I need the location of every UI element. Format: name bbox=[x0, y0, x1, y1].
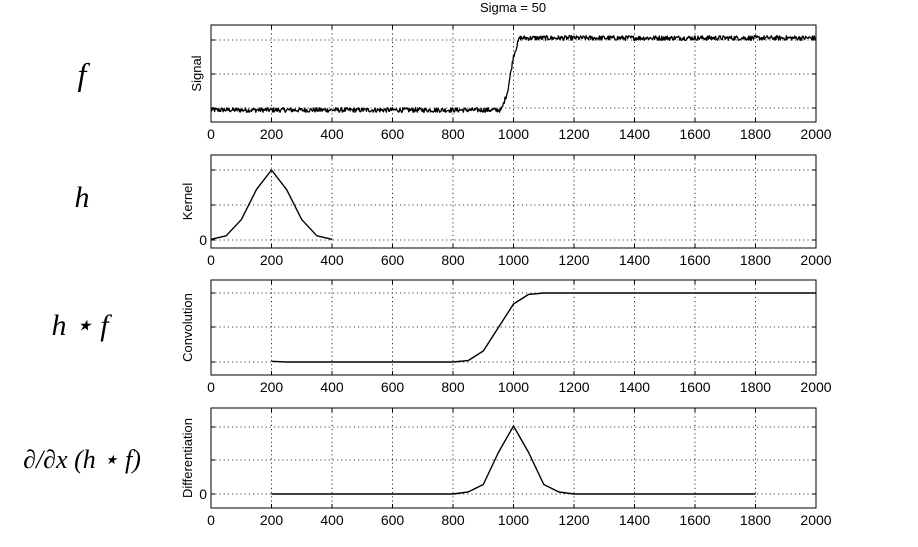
row-label-derivative: ∂/∂x (h ⋆ f) bbox=[23, 445, 141, 474]
x-tick-label: 800 bbox=[441, 379, 465, 395]
row-label-f: f bbox=[78, 56, 91, 92]
row-label-h-text: h bbox=[75, 181, 90, 214]
y-tick-label: 0 bbox=[199, 486, 207, 502]
x-tick-label: 1600 bbox=[679, 126, 710, 142]
x-tick-label: 1200 bbox=[558, 126, 589, 142]
row-label-derivative-text: ∂/∂x (h ⋆ f) bbox=[23, 445, 141, 474]
x-tick-label: 1800 bbox=[740, 379, 771, 395]
x-tick-label: 1200 bbox=[558, 512, 589, 528]
series-line bbox=[271, 425, 756, 495]
x-tick-label: 2000 bbox=[800, 512, 831, 528]
x-tick-label: 1400 bbox=[619, 512, 650, 528]
series-line bbox=[210, 34, 817, 114]
row-label-convolution: h ⋆ f bbox=[51, 309, 112, 342]
x-tick-label: 1400 bbox=[619, 379, 650, 395]
row-label-convolution-text: h ⋆ f bbox=[51, 309, 112, 342]
y-axis-label: Kernel bbox=[180, 183, 195, 221]
x-tick-label: 400 bbox=[320, 126, 344, 142]
x-tick-label: 2000 bbox=[800, 126, 831, 142]
x-tick-label: 800 bbox=[441, 252, 465, 268]
x-tick-label: 1200 bbox=[558, 379, 589, 395]
x-tick-label: 200 bbox=[260, 126, 284, 142]
x-tick-label: 800 bbox=[441, 126, 465, 142]
x-tick-label: 2000 bbox=[800, 379, 831, 395]
x-tick-label: 1400 bbox=[619, 126, 650, 142]
x-tick-label: 600 bbox=[381, 512, 405, 528]
x-tick-label: 600 bbox=[381, 126, 405, 142]
y-axis-label: Signal bbox=[189, 55, 204, 91]
x-tick-label: 0 bbox=[207, 126, 215, 142]
row-label-f-text: f bbox=[78, 56, 91, 92]
x-tick-label: 1400 bbox=[619, 252, 650, 268]
x-tick-label: 1000 bbox=[498, 252, 529, 268]
x-tick-label: 400 bbox=[320, 252, 344, 268]
x-tick-label: 200 bbox=[260, 252, 284, 268]
y-tick-label: 0 bbox=[199, 232, 207, 248]
panel-1: 0 200 400 600 800 1000 1200 1400 1600 1800 20000Ke… bbox=[180, 154, 832, 268]
x-tick-label: 600 bbox=[381, 379, 405, 395]
x-tick-label: 2000 bbox=[800, 252, 831, 268]
x-tick-label: 200 bbox=[260, 512, 284, 528]
y-axis-label: Convolution bbox=[180, 293, 195, 362]
panels: 0 200 400 600 800 1000 1200 1400 1600 1800 2000Sig… bbox=[180, 24, 832, 528]
x-tick-label: 600 bbox=[381, 252, 405, 268]
x-tick-label: 0 bbox=[207, 252, 215, 268]
x-tick-label: 1000 bbox=[498, 379, 529, 395]
figure-title: Sigma = 50 bbox=[480, 0, 546, 15]
series-line bbox=[271, 292, 816, 363]
series-line bbox=[210, 169, 333, 240]
x-tick-label: 1200 bbox=[558, 252, 589, 268]
x-tick-label: 1600 bbox=[679, 512, 710, 528]
row-label-h: h bbox=[75, 181, 90, 214]
x-tick-label: 0 bbox=[207, 379, 215, 395]
y-axis-label: Differentiation bbox=[180, 418, 195, 498]
x-tick-label: 1800 bbox=[740, 126, 771, 142]
x-tick-label: 800 bbox=[441, 512, 465, 528]
panel-3: 0 200 400 600 800 1000 1200 1400 1600 1800 20000Di… bbox=[180, 407, 832, 528]
x-tick-label: 0 bbox=[207, 512, 215, 528]
x-tick-label: 1000 bbox=[498, 512, 529, 528]
x-tick-label: 1600 bbox=[679, 252, 710, 268]
x-tick-label: 400 bbox=[320, 379, 344, 395]
x-tick-label: 400 bbox=[320, 512, 344, 528]
panel-0: 0 200 400 600 800 1000 1200 1400 1600 1800 2000 Sig… bbox=[189, 24, 832, 142]
x-tick-label: 1800 bbox=[740, 512, 771, 528]
x-tick-label: 1600 bbox=[679, 379, 710, 395]
x-tick-label: 1800 bbox=[740, 252, 771, 268]
panel-2: 0 200 400 600 800 1000 1200 1400 1600 1800 2000 Con… bbox=[180, 279, 832, 395]
x-tick-label: 200 bbox=[260, 379, 284, 395]
x-tick-label: 1000 bbox=[498, 126, 529, 142]
